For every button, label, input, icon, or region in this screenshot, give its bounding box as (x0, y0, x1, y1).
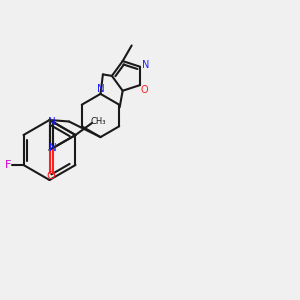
Text: N: N (142, 60, 150, 70)
Text: O: O (141, 85, 148, 95)
Text: N: N (48, 117, 56, 128)
Text: CH₃: CH₃ (91, 117, 106, 126)
Text: F: F (4, 160, 11, 170)
Text: N: N (49, 143, 56, 153)
Text: O: O (46, 171, 56, 181)
Text: N: N (97, 83, 104, 94)
